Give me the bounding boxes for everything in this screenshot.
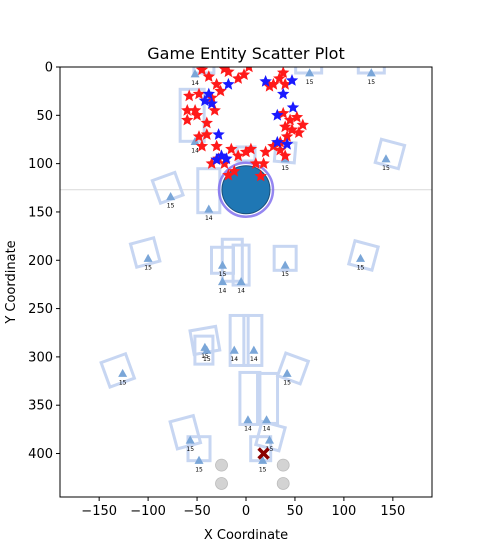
- triangle-point: [281, 261, 290, 269]
- blue-star-point: [287, 101, 299, 113]
- triangle-point: [356, 254, 365, 262]
- y-axis-label: Y Coordinate: [4, 240, 19, 324]
- triangle-label: 14: [244, 426, 252, 433]
- triangle-label: 14: [250, 356, 258, 363]
- triangle-label: 15: [281, 271, 289, 278]
- y-tick-label: 250: [28, 302, 53, 317]
- triangle-label: 15: [357, 264, 365, 271]
- x-tick-label: −150: [81, 504, 117, 519]
- triangle-point: [166, 192, 175, 200]
- red-star-point: [183, 90, 195, 102]
- triangle-label: 15: [144, 264, 152, 271]
- triangle-label: 15: [367, 79, 375, 86]
- triangle-point: [118, 369, 127, 377]
- square-marker: [130, 238, 159, 267]
- gray-circle-point: [277, 477, 289, 489]
- blue-star-point: [277, 88, 289, 100]
- triangle-label: 15: [283, 379, 291, 386]
- red-star-point: [201, 128, 213, 140]
- plot-area: 14 15 15 14 15 15 15 14 15 15 15 15 14 14 15 15 14 14 15 15…: [60, 61, 432, 490]
- x-tick-label: −50: [183, 504, 210, 519]
- square-marker: [101, 354, 134, 387]
- triangle-label: 14: [205, 215, 213, 222]
- triangle-point: [204, 205, 213, 213]
- triangle-point: [381, 154, 390, 162]
- y-axis: 0 50 100 150 200 250 300 350 400: [28, 61, 60, 463]
- x-axis: −150 −100 −50 0 50 100 150: [81, 497, 405, 519]
- triangle-point: [243, 415, 252, 423]
- blue-star-point: [271, 109, 283, 121]
- triangle-label: 14: [230, 356, 238, 363]
- triangle-point: [144, 254, 153, 262]
- triangle-label: 15: [195, 466, 203, 473]
- y-tick-label: 300: [28, 350, 53, 365]
- y-tick-label: 400: [28, 447, 53, 462]
- triangle-label: 14: [237, 288, 245, 295]
- triangle-label: 15: [203, 356, 211, 363]
- x-tick-label: 0: [242, 504, 250, 519]
- square-marker: [278, 353, 309, 384]
- triangle-label: 15: [167, 202, 175, 209]
- y-tick-label: 200: [28, 254, 53, 269]
- triangle-label: 15: [306, 79, 314, 86]
- square-marker: [170, 416, 200, 449]
- y-tick-label: 150: [28, 205, 53, 220]
- y-tick-label: 100: [28, 157, 53, 172]
- triangle-label: 15: [281, 165, 289, 172]
- triangle-label: 14: [263, 426, 271, 433]
- x-tick-label: −100: [130, 504, 166, 519]
- triangle-label: 15: [119, 379, 127, 386]
- chart-title: Game Entity Scatter Plot: [147, 44, 344, 63]
- triangle-point: [283, 369, 292, 377]
- red-star-point: [201, 117, 213, 129]
- triangle-point: [262, 415, 271, 423]
- triangle-label: 15: [259, 466, 267, 473]
- triangle-point: [249, 346, 258, 354]
- triangle-label: 15: [219, 271, 227, 278]
- y-tick-label: 0: [45, 61, 53, 76]
- y-tick-label: 50: [36, 109, 53, 124]
- triangle-label: 15: [186, 446, 194, 453]
- dark-x-point: [259, 449, 269, 459]
- x-tick-label: 50: [287, 504, 304, 519]
- triangle-label: 14: [219, 288, 227, 295]
- gray-circle-point: [277, 459, 289, 471]
- y-tick-label: 350: [28, 399, 53, 414]
- x-tick-label: 100: [331, 504, 356, 519]
- red-star-point: [259, 146, 271, 158]
- x-tick-label: 150: [380, 504, 405, 519]
- blue-star-point: [212, 128, 224, 140]
- gray-circle-point: [216, 459, 228, 471]
- square-marker: [375, 139, 404, 168]
- triangle-label: 14: [191, 147, 199, 154]
- gray-circle-point: [216, 477, 228, 489]
- triangle-point: [218, 261, 227, 269]
- triangle-label: 15: [382, 165, 390, 172]
- blue-star-point: [222, 78, 234, 90]
- red-star-point: [210, 140, 222, 152]
- triangle-label: 14: [191, 80, 199, 87]
- x-axis-label: X Coordinate: [204, 528, 288, 543]
